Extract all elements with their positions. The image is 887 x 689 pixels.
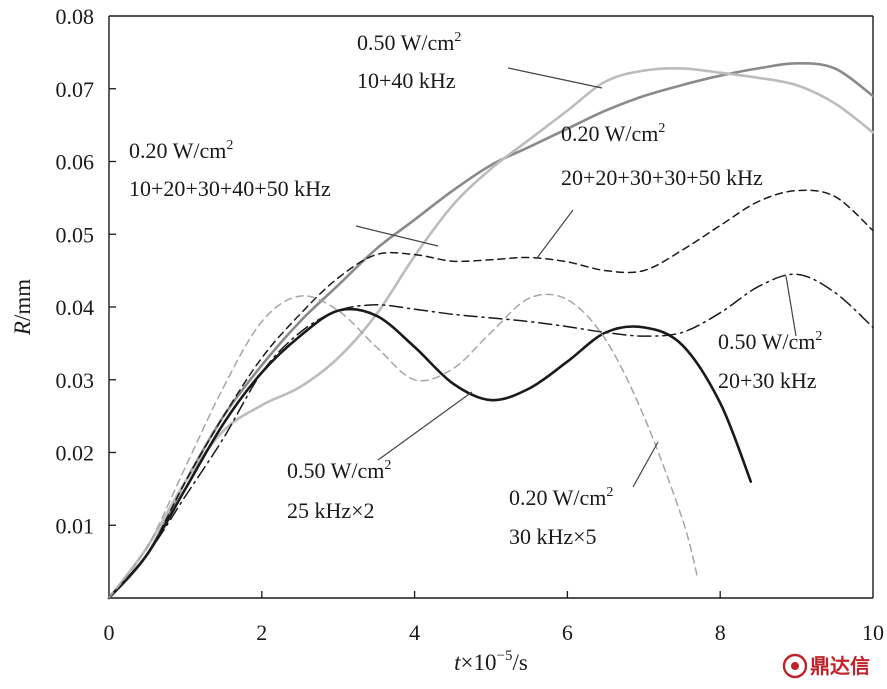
leader-a1 (355, 225, 439, 247)
annotation-a0-line1: 0.50 W/cm2 (357, 30, 461, 55)
x-axis-label: t×10−5/s (454, 648, 528, 675)
y-tick-label: 0.08 (56, 4, 95, 29)
series-line-1 (107, 66, 875, 600)
x-tick-label: 2 (256, 620, 267, 645)
annotation-a3-line1: 0.50 W/cm2 (718, 329, 822, 354)
annotation-a5-line1: 0.20 W/cm2 (509, 485, 613, 510)
y-tick-label: 0.07 (56, 77, 95, 102)
annotation-a4-line2: 25 kHz×2 (287, 498, 375, 523)
watermark: 鼎达信 (782, 653, 870, 679)
annotations: 0.50 W/cm2 10+40 kHz 0.20 W/cm2 10+20+30… (129, 30, 822, 549)
y-tick-label: 0.06 (56, 150, 95, 175)
x-tick-label: 0 (104, 620, 115, 645)
y-tick-label: 0.02 (56, 441, 95, 466)
watermark-logo-dot (791, 662, 799, 670)
leader-a0 (507, 67, 603, 89)
annotation-a0-line2: 10+40 kHz (357, 68, 456, 93)
annotation-a1-line1: 0.20 W/cm2 (129, 138, 233, 163)
leader-a2 (536, 209, 574, 259)
annotation-a2-line2: 20+20+30+30+50 kHz (561, 165, 763, 190)
leader-a5 (632, 441, 659, 488)
plot-area (108, 15, 874, 599)
y-tick-label: 0.05 (56, 222, 95, 247)
y-tick-label: 0.03 (56, 368, 95, 393)
x-tick-label: 6 (562, 620, 573, 645)
annotation-a2-line1: 0.20 W/cm2 (561, 121, 665, 146)
watermark-text: 鼎达信 (810, 654, 870, 678)
annotation-a4-line1: 0.50 W/cm2 (287, 458, 391, 483)
annotation-leaders (355, 67, 797, 488)
y-tick-label: 0.01 (56, 513, 95, 538)
series-group (107, 61, 875, 600)
y-axis-label: R/mm (10, 279, 35, 336)
series-line-4 (107, 307, 753, 600)
annotation-a3-line2: 20+30 kHz (718, 368, 817, 393)
leader-a4 (377, 391, 473, 461)
series-line-2 (108, 189, 874, 599)
watermark-logo-icon (782, 653, 808, 679)
leader-a3 (785, 275, 797, 337)
x-tick-label: 10 (862, 620, 884, 645)
series-line-3 (108, 273, 874, 599)
y-tick-label: 0.04 (56, 295, 95, 320)
ticks: 0 2 4 6 8 10 0.01 0.02 0.03 0.04 0.05 0.06 0.07 0.08 (56, 4, 885, 645)
annotation-a5-line2: 30 kHz×5 (509, 524, 597, 549)
series-line-5 (108, 293, 699, 599)
annotation-a1-line2: 10+20+30+40+50 kHz (129, 176, 331, 201)
x-tick-label: 8 (715, 620, 726, 645)
x-tick-label: 4 (409, 620, 420, 645)
